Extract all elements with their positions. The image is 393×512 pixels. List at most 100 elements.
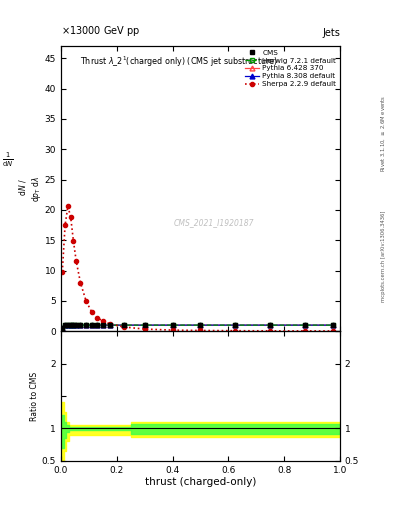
Herwig 7.2.1 default bbox=[95, 322, 99, 328]
Sherpa 2.2.9 default bbox=[89, 309, 94, 315]
Pythia 8.308 default bbox=[63, 322, 68, 328]
CMS bbox=[233, 322, 238, 328]
Y-axis label:   $\mathrm{d}N$ /
$\mathrm{d}p_\mathrm{T}$ $\mathrm{d}\lambda$: $\mathrm{d}N$ / $\mathrm{d}p_\mathrm{T}$… bbox=[17, 176, 43, 202]
Line: Sherpa 2.2.9 default: Sherpa 2.2.9 default bbox=[60, 204, 335, 333]
Pythia 6.428 370 bbox=[331, 322, 335, 328]
CMS bbox=[142, 322, 147, 328]
CMS bbox=[331, 322, 335, 328]
Sherpa 2.2.9 default bbox=[78, 280, 83, 286]
Herwig 7.2.1 default bbox=[170, 322, 175, 328]
CMS bbox=[68, 322, 73, 328]
CMS bbox=[170, 322, 175, 328]
Sherpa 2.2.9 default bbox=[74, 259, 79, 265]
Sherpa 2.2.9 default bbox=[303, 328, 307, 334]
Pythia 6.428 370 bbox=[233, 322, 238, 328]
Herwig 7.2.1 default bbox=[84, 322, 88, 328]
Herwig 7.2.1 default bbox=[331, 322, 335, 328]
CMS bbox=[71, 322, 76, 328]
Pythia 6.428 370 bbox=[60, 325, 65, 331]
Herwig 7.2.1 default bbox=[74, 322, 79, 328]
CMS bbox=[84, 322, 88, 328]
Pythia 6.428 370 bbox=[89, 322, 94, 328]
Text: Jets: Jets bbox=[322, 28, 340, 38]
CMS bbox=[78, 322, 83, 328]
Text: mcplots.cern.ch [arXiv:1306.3436]: mcplots.cern.ch [arXiv:1306.3436] bbox=[381, 210, 386, 302]
Pythia 8.308 default bbox=[121, 322, 126, 328]
Pythia 8.308 default bbox=[89, 322, 94, 328]
Herwig 7.2.1 default bbox=[303, 322, 307, 328]
Herwig 7.2.1 default bbox=[101, 322, 105, 328]
Herwig 7.2.1 default bbox=[121, 322, 126, 328]
Herwig 7.2.1 default bbox=[268, 322, 273, 328]
Pythia 8.308 default bbox=[170, 322, 175, 328]
Pythia 8.308 default bbox=[107, 322, 112, 328]
Y-axis label: Ratio to CMS: Ratio to CMS bbox=[30, 371, 39, 420]
Pythia 8.308 default bbox=[142, 322, 147, 328]
CMS bbox=[198, 322, 203, 328]
Line: CMS: CMS bbox=[60, 323, 335, 331]
Sherpa 2.2.9 default bbox=[60, 269, 65, 275]
Herwig 7.2.1 default bbox=[233, 322, 238, 328]
Pythia 6.428 370 bbox=[268, 322, 273, 328]
CMS bbox=[121, 322, 126, 328]
Herwig 7.2.1 default bbox=[66, 322, 70, 328]
Line: Pythia 8.308 default: Pythia 8.308 default bbox=[60, 323, 335, 331]
Sherpa 2.2.9 default bbox=[68, 214, 73, 220]
Text: $\frac{1}{\mathrm{d}N}$: $\frac{1}{\mathrm{d}N}$ bbox=[2, 151, 14, 169]
Text: $\times$13000 GeV pp: $\times$13000 GeV pp bbox=[61, 25, 140, 38]
X-axis label: thrust (charged-only): thrust (charged-only) bbox=[145, 477, 256, 487]
CMS bbox=[74, 322, 79, 328]
Pythia 6.428 370 bbox=[84, 322, 88, 328]
Sherpa 2.2.9 default bbox=[268, 328, 273, 334]
Pythia 6.428 370 bbox=[198, 322, 203, 328]
Sherpa 2.2.9 default bbox=[233, 328, 238, 334]
Pythia 8.308 default bbox=[78, 322, 83, 328]
Pythia 8.308 default bbox=[268, 322, 273, 328]
Text: Thrust $\lambda\_2^1$(charged only) (CMS jet substructure): Thrust $\lambda\_2^1$(charged only) (CMS… bbox=[81, 55, 279, 69]
CMS bbox=[66, 322, 70, 328]
Sherpa 2.2.9 default bbox=[63, 222, 68, 228]
Pythia 8.308 default bbox=[66, 322, 70, 328]
Pythia 6.428 370 bbox=[66, 322, 70, 328]
CMS bbox=[63, 322, 68, 328]
Sherpa 2.2.9 default bbox=[66, 203, 70, 209]
Pythia 8.308 default bbox=[74, 322, 79, 328]
Herwig 7.2.1 default bbox=[107, 322, 112, 328]
Sherpa 2.2.9 default bbox=[101, 318, 105, 324]
Pythia 8.308 default bbox=[233, 322, 238, 328]
Pythia 6.428 370 bbox=[170, 322, 175, 328]
Sherpa 2.2.9 default bbox=[95, 315, 99, 321]
Pythia 6.428 370 bbox=[107, 322, 112, 328]
Sherpa 2.2.9 default bbox=[121, 324, 126, 330]
Pythia 6.428 370 bbox=[74, 322, 79, 328]
Pythia 6.428 370 bbox=[142, 322, 147, 328]
Herwig 7.2.1 default bbox=[89, 322, 94, 328]
Herwig 7.2.1 default bbox=[60, 325, 65, 331]
Pythia 8.308 default bbox=[95, 322, 99, 328]
Pythia 6.428 370 bbox=[303, 322, 307, 328]
Herwig 7.2.1 default bbox=[142, 322, 147, 328]
Pythia 6.428 370 bbox=[63, 322, 68, 328]
Pythia 8.308 default bbox=[84, 322, 88, 328]
Line: Herwig 7.2.1 default: Herwig 7.2.1 default bbox=[60, 323, 335, 331]
Sherpa 2.2.9 default bbox=[142, 326, 147, 332]
CMS bbox=[95, 322, 99, 328]
Text: CMS_2021_I1920187: CMS_2021_I1920187 bbox=[174, 218, 255, 227]
Sherpa 2.2.9 default bbox=[84, 298, 88, 304]
Pythia 8.308 default bbox=[331, 322, 335, 328]
Sherpa 2.2.9 default bbox=[198, 327, 203, 333]
Herwig 7.2.1 default bbox=[78, 322, 83, 328]
Pythia 8.308 default bbox=[198, 322, 203, 328]
Line: Pythia 6.428 370: Pythia 6.428 370 bbox=[60, 323, 335, 331]
Pythia 6.428 370 bbox=[95, 322, 99, 328]
CMS bbox=[101, 322, 105, 328]
Sherpa 2.2.9 default bbox=[331, 328, 335, 334]
Pythia 6.428 370 bbox=[71, 322, 76, 328]
Herwig 7.2.1 default bbox=[198, 322, 203, 328]
Text: Rivet 3.1.10, $\geq$ 2.6M events: Rivet 3.1.10, $\geq$ 2.6M events bbox=[379, 95, 387, 172]
Sherpa 2.2.9 default bbox=[71, 239, 76, 245]
Pythia 6.428 370 bbox=[68, 322, 73, 328]
Herwig 7.2.1 default bbox=[63, 322, 68, 328]
Pythia 8.308 default bbox=[303, 322, 307, 328]
Herwig 7.2.1 default bbox=[68, 322, 73, 328]
